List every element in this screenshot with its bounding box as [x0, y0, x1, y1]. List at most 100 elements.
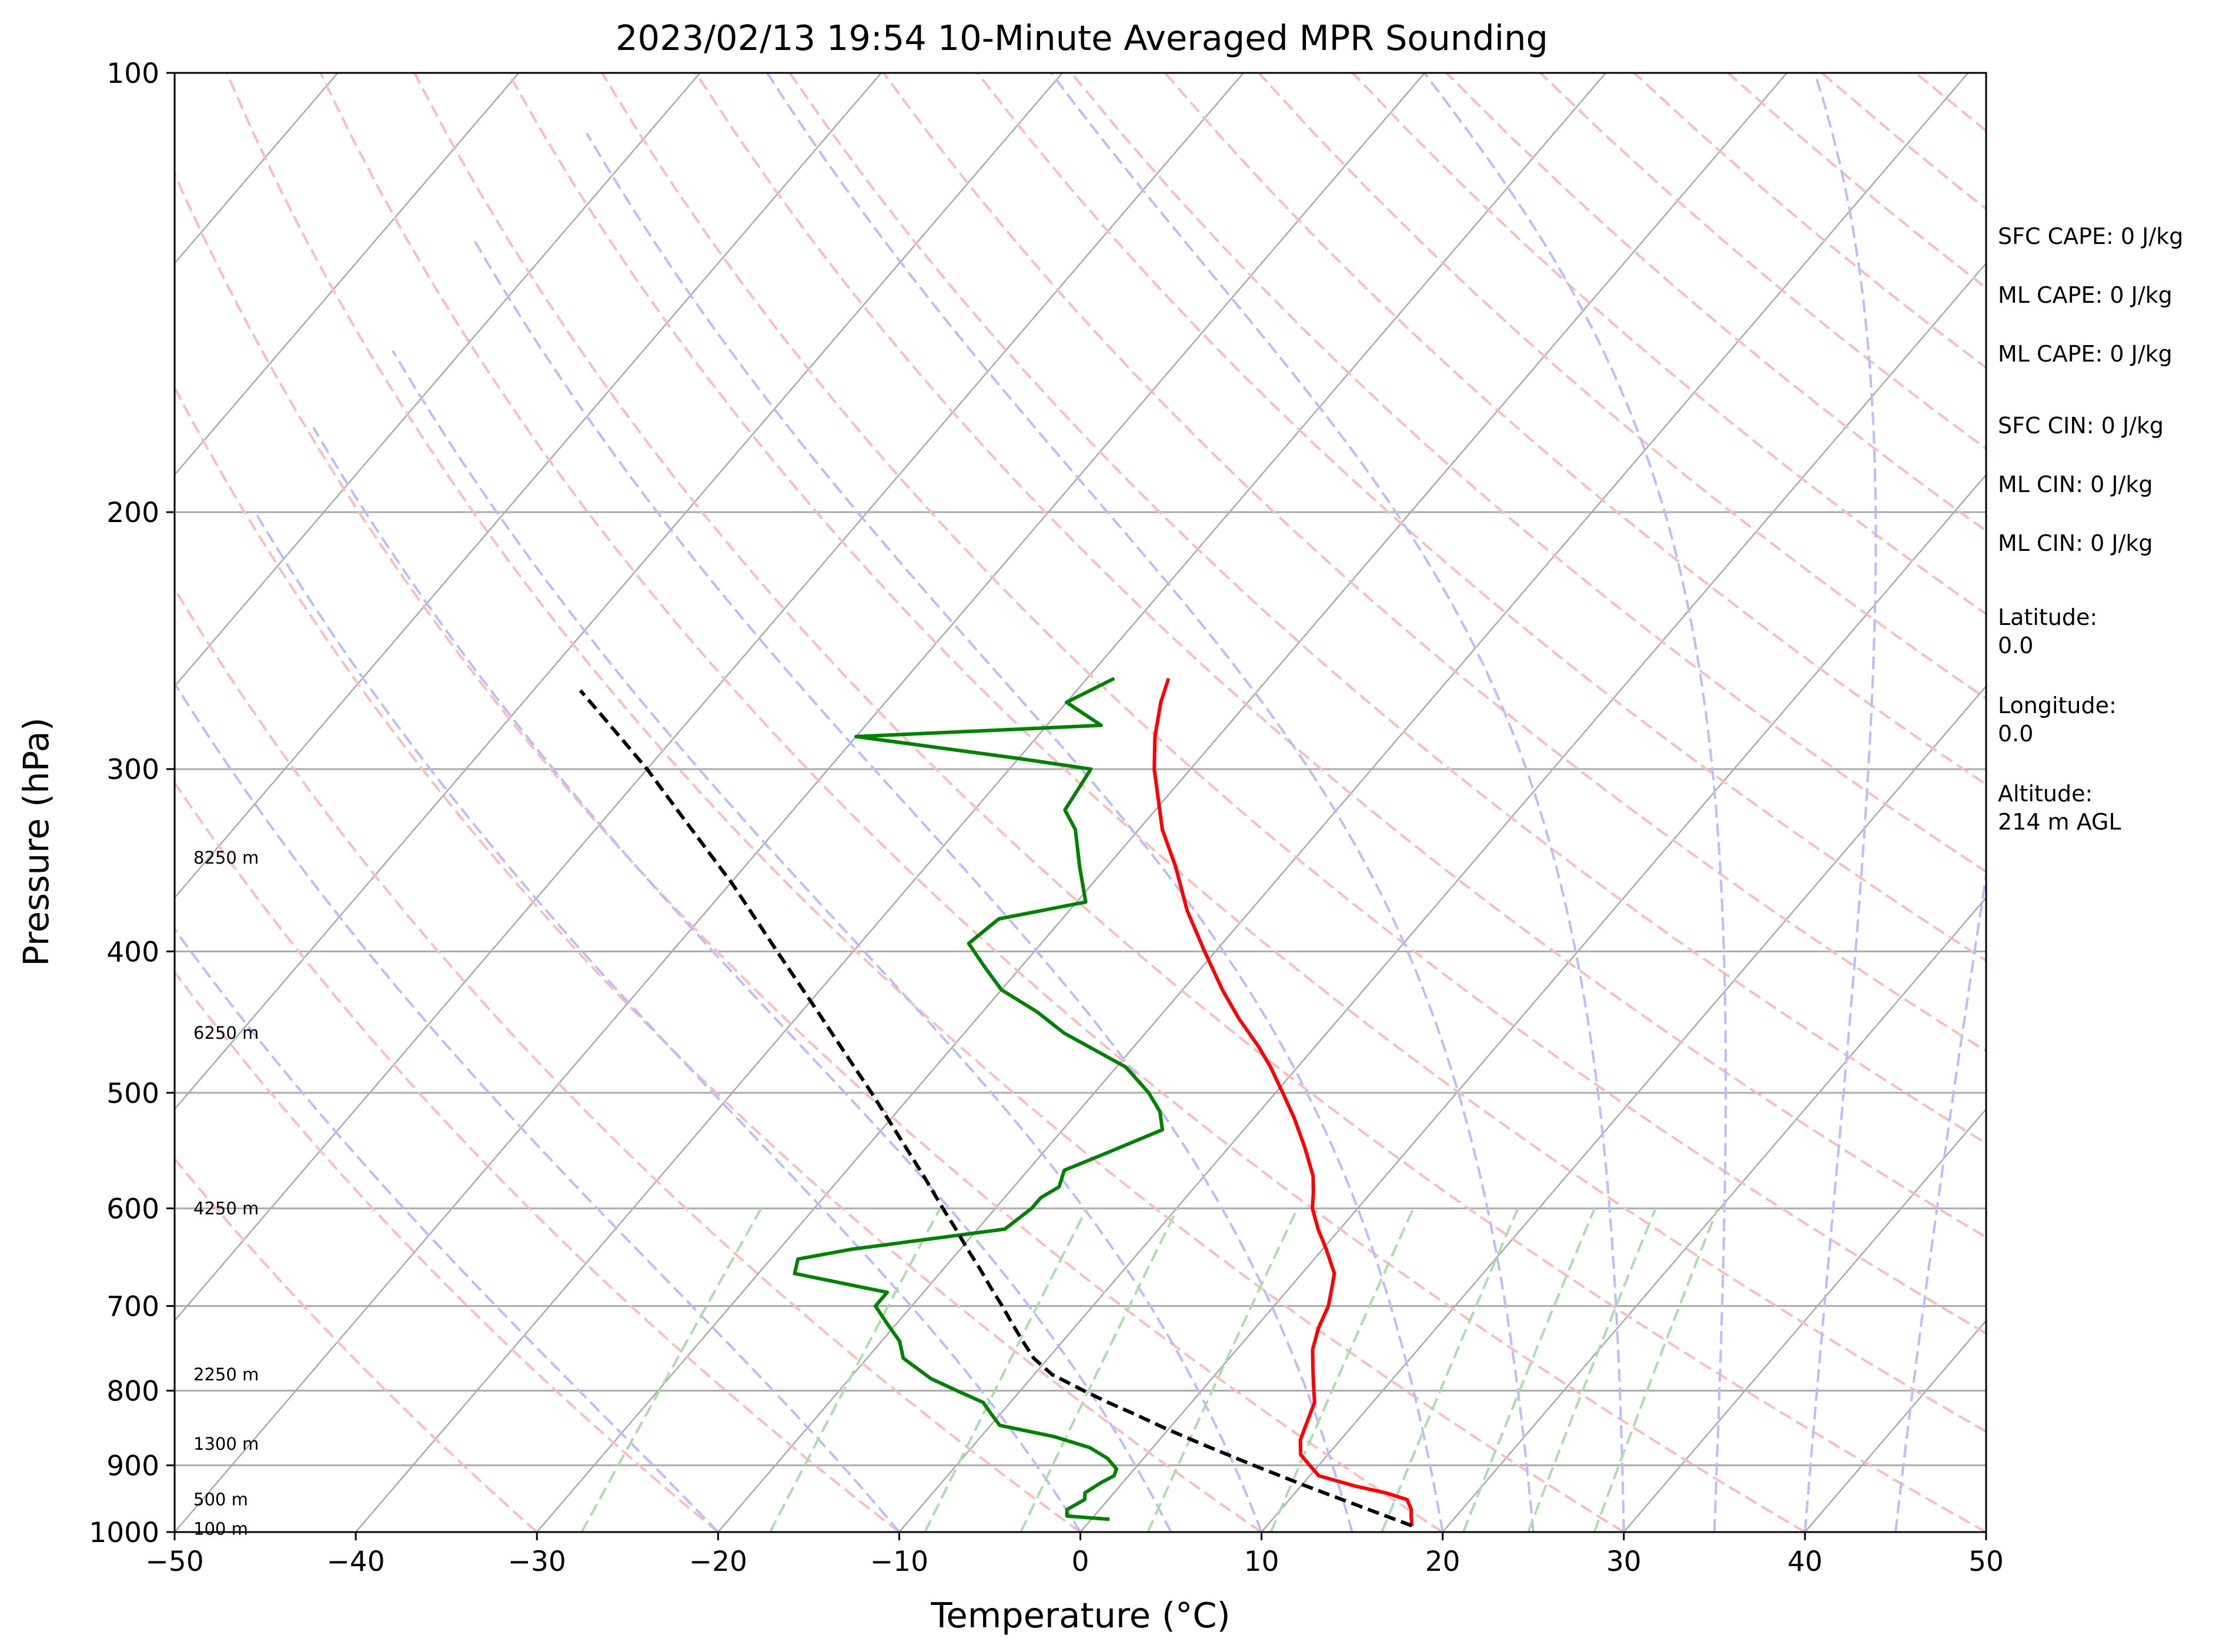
moist-adiabat-line: [175, 681, 900, 1532]
dewpoint-profile-line: [793, 677, 1164, 1521]
mixing-ratio-line: [1462, 1208, 1596, 1532]
x-axis-label: Temperature (°C): [930, 1595, 1230, 1636]
mixing-ratio-line: [580, 1208, 763, 1532]
dry-adiabat-line: [976, 73, 1986, 962]
parcel-profile-line: [579, 689, 1413, 1528]
mixing-ratio-line: [769, 1208, 941, 1532]
isotherm-line: [175, 73, 1244, 1322]
dry-adiabat-line: [225, 73, 1625, 1532]
moist-adiabat-line: [472, 238, 1353, 1532]
isotherm-line: [175, 73, 1063, 1111]
y-tick-label: 900: [106, 1450, 159, 1482]
dry-adiabat-line: [694, 73, 1986, 1239]
dry-adiabat-line: [788, 73, 1986, 1145]
info-text: Longitude:: [1998, 693, 2117, 718]
moist-adiabat-line: [392, 350, 1263, 1532]
info-text: ML CIN: 0 J/kg: [1998, 530, 2153, 556]
info-text: Latitude:: [1998, 604, 2097, 630]
mixing-ratio-line: [1593, 1208, 1719, 1532]
chart-title: 2023/02/13 19:54 10-Minute Averaged MPR …: [616, 18, 1548, 58]
x-tick-label: 50: [1968, 1546, 2004, 1578]
y-tick-label: 400: [106, 936, 159, 968]
y-tick-label: 500: [106, 1078, 159, 1110]
y-axis-label: Pressure (hPa): [16, 717, 56, 966]
axis-ticks: −50 −40 −30 −20 −10 0 10 20 30 40 50 100 200 300 400 50…: [89, 58, 2004, 1578]
temperature-profile-line: [1152, 678, 1414, 1526]
info-text: 0.0: [1998, 721, 2033, 747]
y-tick-label: 700: [106, 1291, 159, 1323]
x-tick-label: 30: [1606, 1546, 1642, 1578]
mixing-ratio-line: [1269, 1208, 1415, 1532]
mixing-ratio-line: [1147, 1208, 1299, 1532]
height-labels: 100 m 500 m 1300 m 2250 m 4250 m 6250 m 8250 m: [193, 848, 259, 1539]
dry-adiabat-line: [175, 780, 900, 1532]
x-tick-label: 10: [1244, 1546, 1279, 1578]
isotherm-line: [1261, 685, 1986, 1532]
y-tick-label: 300: [106, 754, 159, 786]
moist-adiabat-line: [1423, 73, 1727, 1532]
mixing-ratio-line: [1020, 1208, 1179, 1532]
x-tick-label: −20: [689, 1546, 747, 1578]
x-tick-label: −40: [327, 1546, 385, 1578]
dry-adiabat-line: [175, 385, 1262, 1532]
dry-adiabat-line: [175, 970, 719, 1532]
x-tick-label: 40: [1787, 1546, 1823, 1578]
moist-adiabat-line: [254, 511, 1082, 1532]
x-tick-label: −30: [508, 1546, 566, 1578]
sounding-profiles: [579, 677, 1414, 1528]
dry-adiabat-line: [1070, 73, 1986, 874]
height-label: 2250 m: [193, 1365, 259, 1385]
y-tick-label: 600: [106, 1193, 159, 1225]
moist-adiabat-line: [1803, 73, 1877, 1532]
height-label: 8250 m: [193, 848, 259, 868]
isotherm-line: [175, 73, 1425, 1532]
moist-adiabat-line: [312, 427, 1172, 1532]
info-text: SFC CAPE: 0 J/kg: [1998, 223, 2183, 249]
y-tick-label: 800: [106, 1375, 159, 1407]
isotherm-line: [355, 73, 1607, 1532]
height-label: 100 m: [193, 1519, 248, 1539]
dry-adiabat-line: [175, 1157, 538, 1532]
moist-adiabat-line: [175, 927, 719, 1532]
isotherm-line: [898, 262, 1986, 1532]
moist-adiabat-line: [1050, 73, 1625, 1532]
x-tick-label: 20: [1425, 1546, 1460, 1578]
isotherm-line: [717, 73, 1969, 1532]
info-text: ML CAPE: 0 J/kg: [1998, 341, 2172, 367]
info-text: Altitude:: [1998, 781, 2093, 807]
isotherm-line: [175, 73, 701, 688]
moist-adiabat-line: [766, 73, 1535, 1532]
dry-adiabat-line: [507, 73, 1986, 1433]
mixing-ratio-line: [924, 1208, 1088, 1532]
isotherm-line: [175, 73, 882, 899]
background-lines: [175, 73, 1986, 1532]
dry-adiabat-line: [413, 73, 1986, 1532]
x-tick-label: −50: [145, 1546, 203, 1578]
height-label: 500 m: [193, 1490, 248, 1510]
x-tick-label: 0: [1072, 1546, 1089, 1578]
isotherm-line: [536, 73, 1788, 1532]
moist-adiabat-line: [586, 132, 1444, 1532]
dry-adiabat-line: [175, 170, 1443, 1532]
height-label: 6250 m: [193, 1023, 259, 1043]
info-text: 0.0: [1998, 633, 2033, 658]
isotherm-line: [1623, 1108, 1986, 1532]
info-text: 214 m AGL: [1998, 809, 2121, 835]
x-tick-label: −10: [870, 1546, 928, 1578]
y-tick-label: 200: [106, 497, 159, 529]
y-tick-label: 100: [106, 58, 159, 90]
moist-adiabat-line: [1894, 868, 1986, 1532]
mixing-ratio-line: [1381, 1208, 1519, 1532]
dry-adiabat-line: [601, 73, 1986, 1335]
sounding-info-panel: SFC CAPE: 0 J/kg ML CAPE: 0 J/kg ML CAPE: …: [1998, 223, 2183, 835]
dry-adiabat-line: [319, 73, 1806, 1532]
info-text: SFC CIN: 0 J/kg: [1998, 413, 2164, 439]
info-text: ML CAPE: 0 J/kg: [1998, 282, 2172, 308]
y-tick-label: 1000: [89, 1517, 159, 1549]
mixing-ratio-line: [1527, 1208, 1657, 1532]
dry-adiabat-line: [175, 587, 1081, 1532]
height-label: 1300 m: [193, 1434, 259, 1454]
isotherm-line: [1079, 473, 1986, 1532]
